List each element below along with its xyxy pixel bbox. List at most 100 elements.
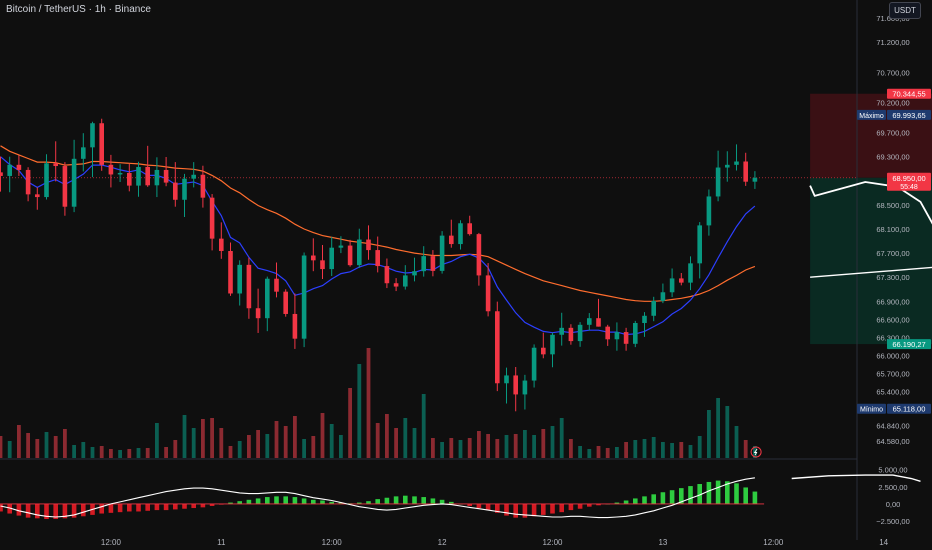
volume-bar <box>357 364 362 458</box>
macd-tick-label: 2.500,00 <box>878 483 907 492</box>
volume-bar <box>587 449 592 458</box>
candle <box>752 171 758 189</box>
candle <box>265 276 270 332</box>
candle-body <box>513 375 518 395</box>
candle-body <box>347 245 353 266</box>
candle-body <box>522 380 528 395</box>
macd-histogram-bar <box>531 503 537 517</box>
candle-body <box>706 196 712 226</box>
volume-bar <box>210 418 214 458</box>
macd-histogram-bar <box>623 500 629 504</box>
candle-body <box>743 161 748 182</box>
candle <box>449 219 454 248</box>
candle <box>715 150 721 202</box>
candle <box>154 157 160 198</box>
candle-body <box>725 164 730 168</box>
macd-histogram-bar <box>81 503 86 517</box>
macd-histogram-bar <box>16 503 22 516</box>
candle-body <box>550 334 555 355</box>
price-badge-countdown: 55:48 <box>900 184 918 191</box>
candle <box>127 163 132 192</box>
macd-histogram-bar <box>25 503 31 518</box>
candle-body <box>283 291 288 314</box>
macd-histogram-bar <box>642 496 647 504</box>
volume-bar <box>421 394 426 458</box>
candle <box>311 238 316 272</box>
macd-forecast-line <box>791 474 921 482</box>
candle-body <box>715 167 721 197</box>
volume-bar <box>550 426 555 458</box>
candle <box>219 222 224 259</box>
candle-body <box>596 318 601 327</box>
macd-histogram-bar <box>283 496 288 504</box>
price-tick-label: 69.700,00 <box>876 129 909 138</box>
macd-histogram-bar <box>7 503 12 514</box>
candle-body <box>255 308 261 319</box>
price-badge-label-box <box>857 109 886 120</box>
candle-body <box>16 164 22 170</box>
candle-body <box>7 164 12 176</box>
volume-bar <box>670 443 674 458</box>
macd-histogram-bar <box>421 497 426 504</box>
candle <box>430 250 436 277</box>
macd-histogram-bar <box>200 503 206 508</box>
volume-bar <box>458 440 463 458</box>
candle-body <box>504 375 509 384</box>
price-tick-label: 65.400,00 <box>876 388 909 397</box>
candle <box>16 155 22 176</box>
macd-histogram-bar <box>587 503 592 507</box>
candle-body <box>458 223 463 245</box>
macd-histogram-bar <box>182 503 187 509</box>
macd-histogram-bar <box>522 503 528 518</box>
macd-histogram-bar <box>577 503 583 509</box>
candle-body <box>660 292 666 302</box>
volume-bar <box>348 388 352 458</box>
candle <box>182 173 187 217</box>
macd-histogram-bar <box>265 497 270 504</box>
volume-bar <box>532 435 536 458</box>
macd-histogram-bar <box>53 503 58 520</box>
trendline <box>810 266 932 278</box>
candle <box>237 260 242 306</box>
macd-histogram-bar <box>541 503 546 515</box>
candle-body <box>81 147 86 159</box>
candle-body <box>237 264 242 294</box>
price-badge-max: 69.993,65 Máximo <box>857 109 931 120</box>
candle-body <box>311 255 316 261</box>
candle <box>108 154 114 188</box>
price-badge-box <box>887 403 931 414</box>
candle-body <box>439 235 445 271</box>
lightning-icon <box>750 446 762 458</box>
candle <box>99 118 104 171</box>
volume-bar <box>81 442 86 458</box>
volume-bar <box>707 410 711 458</box>
macd-histogram-bar <box>412 496 417 504</box>
candle <box>605 324 610 346</box>
price-badge-box <box>887 339 931 350</box>
candle-body <box>219 238 224 251</box>
macd-histogram-bar <box>430 498 436 504</box>
candle-body <box>173 182 178 200</box>
candle <box>35 187 40 210</box>
volume-bar <box>431 438 435 458</box>
candle <box>485 263 491 317</box>
volume-bar <box>569 439 573 458</box>
candle <box>651 296 656 322</box>
price-badge-box <box>887 172 931 191</box>
volume-bar <box>366 348 371 458</box>
volume-bar <box>109 449 113 458</box>
candle-body <box>71 158 77 207</box>
currency-button[interactable]: USDT <box>889 2 921 19</box>
candle-body <box>697 225 702 264</box>
candle-body <box>209 197 215 239</box>
candle-body <box>35 194 40 198</box>
macd-histogram-bar <box>706 481 712 504</box>
price-badge-stop: 66.190,27 <box>887 339 931 350</box>
macd-histogram-bar <box>725 481 730 504</box>
volume-bar <box>17 425 21 458</box>
volume-bar <box>339 435 343 458</box>
price-badge-value: 66.190,27 <box>892 340 925 349</box>
macd-histogram-bar <box>163 503 169 511</box>
ema-slow-line <box>0 145 756 302</box>
